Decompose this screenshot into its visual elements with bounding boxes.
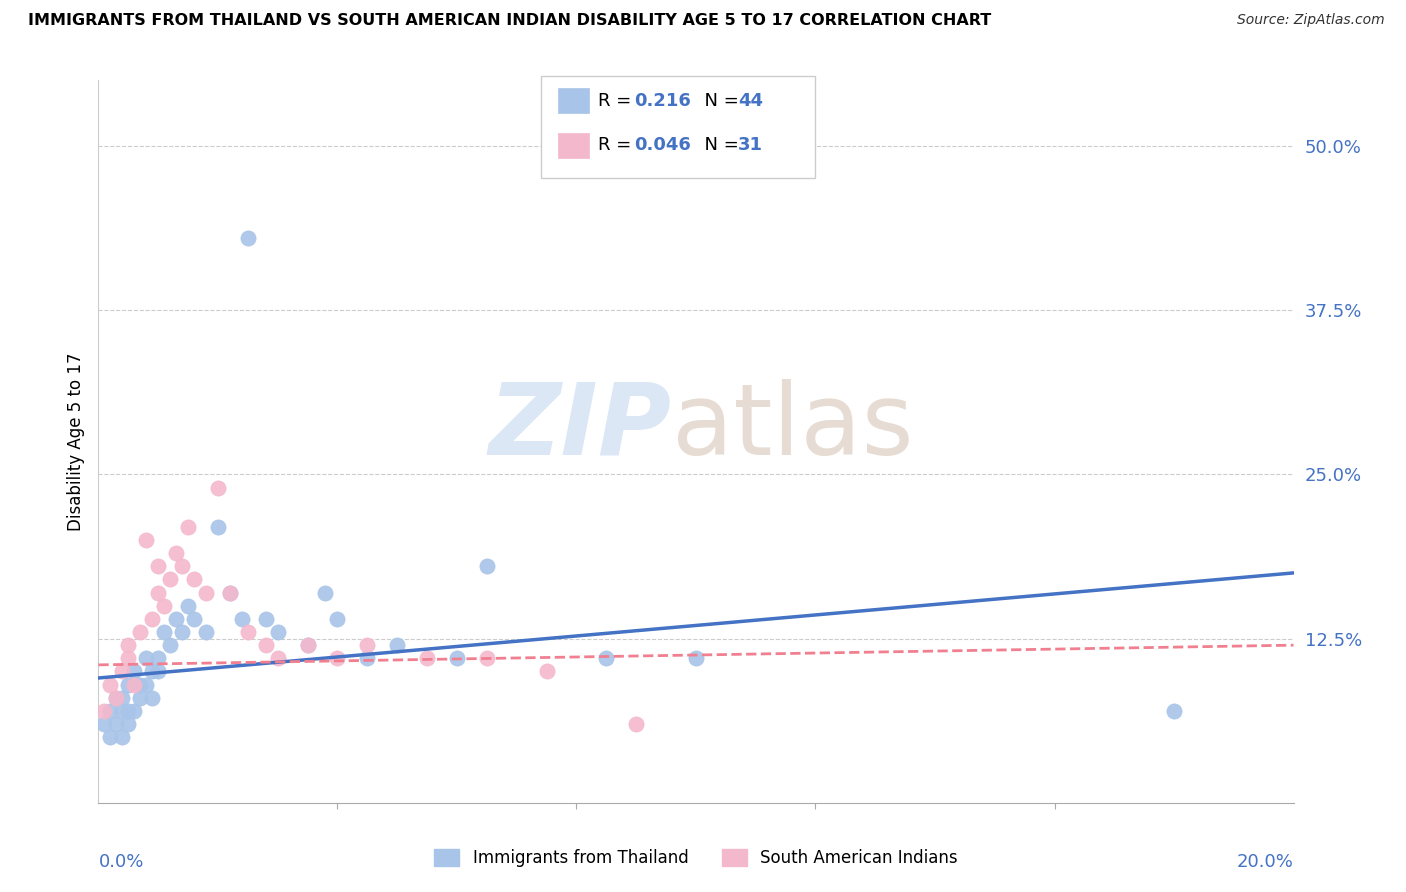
Point: [315, 585, 337, 599]
Point: [129, 677, 152, 691]
Point: [135, 533, 157, 547]
Text: 0.046: 0.046: [634, 136, 690, 154]
Point: [111, 665, 134, 679]
Point: [153, 599, 176, 613]
Legend: Immigrants from Thailand, South American Indians: Immigrants from Thailand, South American…: [434, 848, 957, 867]
Text: Source: ZipAtlas.com: Source: ZipAtlas.com: [1237, 13, 1385, 28]
Point: [141, 690, 163, 705]
Text: 44: 44: [738, 92, 763, 110]
Point: [297, 638, 319, 652]
Point: [685, 651, 707, 665]
Text: N =: N =: [693, 92, 745, 110]
Point: [117, 704, 139, 718]
Point: [105, 717, 128, 731]
Text: 0.216: 0.216: [634, 92, 690, 110]
Point: [124, 677, 146, 691]
Point: [111, 690, 134, 705]
Y-axis label: Disability Age 5 to 17: Disability Age 5 to 17: [66, 352, 84, 531]
Point: [117, 677, 139, 691]
Point: [148, 651, 170, 665]
Point: [475, 651, 498, 665]
Point: [117, 651, 139, 665]
Text: 20.0%: 20.0%: [1237, 853, 1294, 871]
Point: [98, 704, 122, 718]
Point: [111, 704, 134, 718]
Point: [536, 665, 558, 679]
Point: [135, 651, 157, 665]
Point: [1163, 704, 1185, 718]
Point: [626, 717, 648, 731]
Point: [326, 651, 349, 665]
Text: R =: R =: [598, 92, 637, 110]
Point: [124, 665, 146, 679]
Point: [165, 612, 187, 626]
Point: [254, 638, 277, 652]
Point: [148, 559, 170, 574]
Point: [231, 612, 253, 626]
Point: [236, 231, 259, 245]
Point: [148, 665, 170, 679]
Point: [159, 573, 181, 587]
Text: R =: R =: [598, 136, 637, 154]
Point: [207, 520, 229, 534]
Point: [165, 546, 187, 560]
Point: [236, 625, 259, 640]
Point: [111, 730, 134, 744]
Point: [105, 690, 128, 705]
Point: [129, 690, 152, 705]
Point: [105, 690, 128, 705]
Point: [297, 638, 319, 652]
Point: [267, 625, 290, 640]
Point: [141, 665, 163, 679]
Point: [267, 651, 290, 665]
Point: [219, 585, 242, 599]
Point: [148, 585, 170, 599]
Point: [326, 612, 349, 626]
Text: 0.0%: 0.0%: [98, 853, 143, 871]
Point: [219, 585, 242, 599]
Point: [254, 612, 277, 626]
Point: [195, 625, 218, 640]
Point: [356, 638, 378, 652]
Text: IMMIGRANTS FROM THAILAND VS SOUTH AMERICAN INDIAN DISABILITY AGE 5 TO 17 CORRELA: IMMIGRANTS FROM THAILAND VS SOUTH AMERIC…: [28, 13, 991, 29]
Point: [117, 717, 139, 731]
Point: [159, 638, 181, 652]
Point: [129, 625, 152, 640]
Point: [117, 638, 139, 652]
Point: [385, 638, 409, 652]
Point: [177, 520, 200, 534]
Point: [93, 704, 115, 718]
Point: [135, 677, 157, 691]
Point: [356, 651, 378, 665]
Point: [475, 559, 498, 574]
Point: [172, 625, 194, 640]
Point: [446, 651, 468, 665]
Text: N =: N =: [693, 136, 745, 154]
Point: [595, 651, 617, 665]
Point: [207, 481, 229, 495]
Point: [98, 730, 122, 744]
Point: [141, 612, 163, 626]
Text: atlas: atlas: [672, 378, 914, 475]
Point: [153, 625, 176, 640]
Text: 31: 31: [738, 136, 763, 154]
Point: [93, 717, 115, 731]
Point: [416, 651, 439, 665]
Text: ZIP: ZIP: [489, 378, 672, 475]
Point: [177, 599, 200, 613]
Point: [98, 677, 122, 691]
Point: [183, 612, 205, 626]
Point: [183, 573, 205, 587]
Point: [195, 585, 218, 599]
Point: [124, 704, 146, 718]
Point: [172, 559, 194, 574]
